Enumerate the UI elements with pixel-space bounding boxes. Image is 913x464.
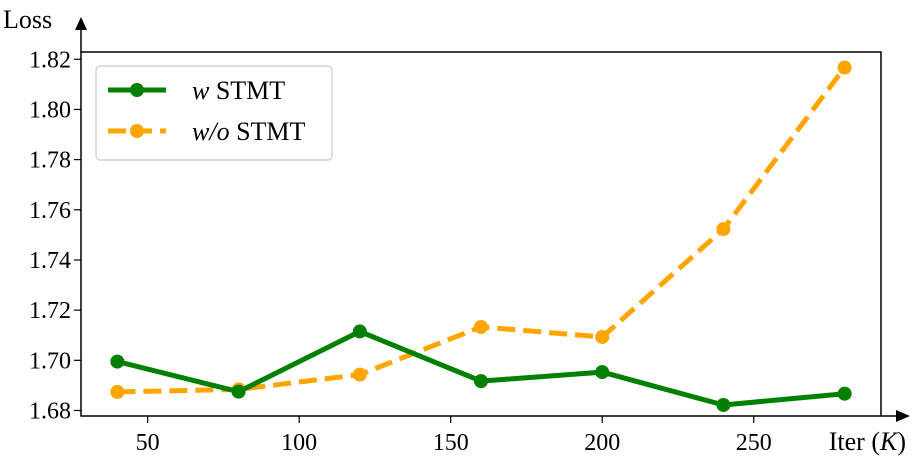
legend-label-wo-stmt: w/o STMT <box>192 117 306 146</box>
y-tick-label: 1.74 <box>29 248 71 274</box>
x-tick-label: 50 <box>136 430 160 456</box>
data-point <box>474 374 488 389</box>
data-point <box>352 367 367 382</box>
legend-marker-w-stmt <box>130 83 144 97</box>
data-point <box>716 397 731 412</box>
axis-ticks: 50 100 150 200 250 1.68 1.70 1.72 1.74 1.76 1.78 1.… <box>29 47 772 456</box>
legend-label-w-stmt: w STMT <box>192 76 285 105</box>
legend: w STMT w/o STMT <box>95 65 333 161</box>
x-tick-label: 250 <box>736 430 772 456</box>
x-tick-label: 150 <box>433 430 469 456</box>
plot-frame <box>80 51 882 417</box>
y-tick-label: 1.76 <box>29 198 71 224</box>
x-tick-label: 100 <box>281 430 317 456</box>
data-point <box>595 365 610 380</box>
data-point <box>837 60 852 75</box>
y-tick-label: 1.70 <box>29 348 71 374</box>
y-tick-label: 1.78 <box>29 148 71 174</box>
x-axis-title: Iter (K) <box>829 427 906 456</box>
data-point <box>837 386 852 401</box>
y-tick-label: 1.80 <box>29 97 71 123</box>
series-layer <box>110 60 852 412</box>
y-tick-label: 1.82 <box>29 47 71 73</box>
y-axis-arrowhead <box>75 17 87 30</box>
series-w-stmt <box>110 324 852 412</box>
y-tick-label: 1.68 <box>29 398 71 424</box>
data-point <box>110 354 125 369</box>
legend-marker-wo-stmt <box>130 124 144 138</box>
data-point <box>595 329 610 344</box>
data-point <box>474 319 488 334</box>
x-tick-label: 200 <box>584 430 620 456</box>
data-point <box>716 222 731 237</box>
y-tick-label: 1.72 <box>29 298 71 324</box>
data-point <box>352 324 367 339</box>
series-line <box>116 329 845 408</box>
x-axis-arrowhead <box>896 410 910 422</box>
y-axis-title: Loss <box>3 5 52 34</box>
data-point <box>231 384 246 399</box>
data-point <box>110 384 125 399</box>
